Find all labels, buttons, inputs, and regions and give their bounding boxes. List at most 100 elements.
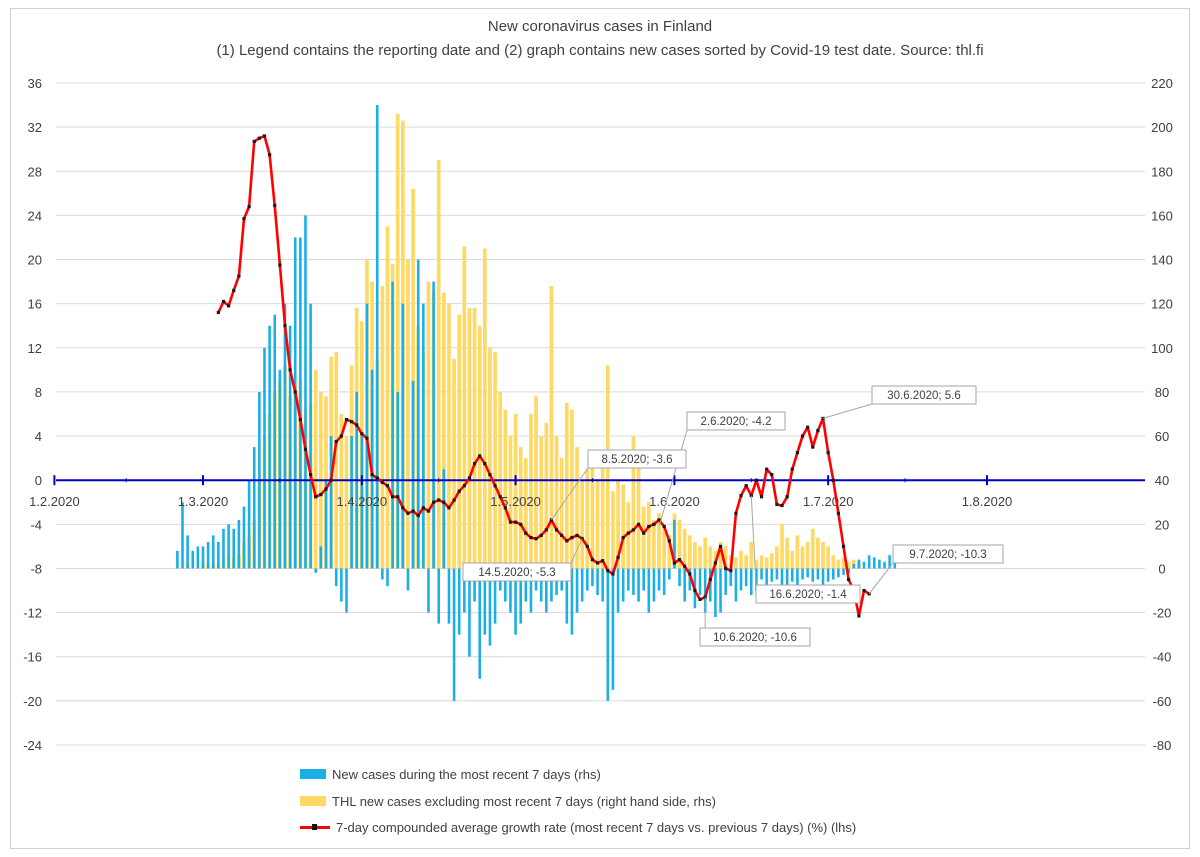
growth-marker: [513, 520, 518, 524]
bar-recent: [719, 568, 722, 613]
growth-marker: [780, 503, 784, 508]
bar-thl: [723, 546, 728, 569]
bar-recent: [427, 568, 430, 613]
bar-recent: [509, 568, 512, 613]
bar-thl: [580, 480, 585, 569]
bar-recent: [862, 561, 866, 569]
bar-recent: [816, 568, 820, 580]
right-axis-tick-label: 80: [1155, 385, 1169, 400]
growth-marker: [606, 569, 610, 573]
bar-recent: [785, 568, 789, 591]
bar-recent: [550, 568, 553, 602]
annotation-box: [462, 562, 572, 582]
bar-thl: [539, 436, 544, 569]
bar-thl: [708, 546, 713, 569]
bar-recent: [673, 519, 676, 569]
left-axis-tick-label: 28: [28, 164, 42, 179]
bar-recent: [473, 568, 476, 602]
growth-marker: [365, 436, 369, 440]
right-axis-tick-label: 60: [1155, 429, 1169, 444]
bar-thl: [805, 541, 810, 569]
right-axis-tick-label: 40: [1155, 473, 1169, 488]
bar-recent: [350, 436, 353, 569]
bar-recent: [642, 568, 645, 591]
bar-thl: [626, 502, 631, 569]
bar-thl: [518, 447, 523, 569]
growth-marker: [411, 509, 415, 513]
bar-thl: [621, 484, 626, 569]
bar-thl: [841, 557, 846, 569]
bar-recent: [878, 559, 881, 569]
bar-recent: [744, 568, 748, 587]
bar-thl: [575, 447, 579, 569]
growth-marker: [355, 423, 359, 427]
growth-marker: [836, 511, 840, 515]
bar-recent: [227, 524, 230, 569]
growth-marker: [544, 528, 548, 532]
bar-thl: [441, 292, 446, 569]
growth-marker: [775, 502, 779, 507]
left-axis-tick-label: -4: [30, 517, 42, 532]
bar-recent: [770, 568, 774, 582]
bar-recent: [483, 568, 487, 635]
bar-recent: [452, 568, 456, 701]
growth-marker: [770, 473, 774, 477]
bar-recent: [796, 568, 799, 587]
growth-marker: [406, 511, 410, 515]
left-axis-tick-label: 24: [28, 208, 42, 223]
growth-marker: [396, 495, 400, 499]
left-axis-tick-label: 16: [28, 297, 42, 312]
right-axis-tick-label: 140: [1151, 253, 1173, 268]
left-axis-tick-label: 12: [28, 341, 42, 356]
growth-marker: [360, 432, 364, 436]
left-axis-tick-label: -12: [23, 606, 42, 621]
bar-thl: [585, 469, 590, 569]
bar-recent: [709, 568, 712, 602]
growth-marker: [790, 467, 794, 471]
bar-thl: [646, 502, 651, 569]
growth-marker: [519, 522, 523, 526]
bar-thl: [493, 352, 497, 569]
annotation-box: [755, 584, 861, 604]
bar-thl: [406, 259, 410, 569]
bar-thl: [477, 325, 482, 569]
left-axis-tick-label: 32: [28, 120, 42, 135]
bar-recent: [780, 568, 784, 587]
growth-marker: [472, 462, 477, 466]
growth-marker: [503, 506, 507, 510]
right-axis-tick-label: 180: [1151, 164, 1173, 179]
right-axis-tick-label: 100: [1151, 341, 1173, 356]
bar-recent: [555, 568, 558, 595]
bar-thl: [523, 458, 528, 569]
bar-thl: [693, 541, 697, 569]
bar-thl: [749, 541, 754, 569]
bar-recent: [714, 568, 717, 618]
chart-title: New coronavirus cases in Finland: [487, 18, 713, 35]
bar-thl: [595, 480, 600, 569]
growth-marker: [252, 139, 256, 144]
bar-thl: [534, 396, 538, 569]
bar-thl: [754, 559, 759, 569]
legend-item-recent: New cases during the most recent 7 days …: [300, 764, 601, 784]
bar-recent: [386, 568, 389, 587]
growth-marker: [493, 484, 497, 488]
annotation-label: 14.5.2020; -5.3: [478, 567, 555, 579]
growth-marker: [539, 533, 543, 537]
growth-marker: [416, 513, 420, 518]
growth-marker: [601, 559, 605, 563]
bar-recent: [657, 568, 661, 591]
bar-thl: [821, 541, 825, 569]
bar-recent: [662, 568, 666, 595]
legend-label-growth: 7-day compounded average growth rate (mo…: [336, 819, 857, 835]
growth-marker: [390, 495, 395, 499]
bar-recent: [529, 568, 533, 613]
annotation-leader: [822, 403, 873, 419]
bar-thl: [339, 414, 344, 569]
bar-thl: [334, 352, 339, 569]
bar-thl: [652, 519, 656, 569]
growth-marker: [688, 572, 692, 576]
growth-marker: [452, 498, 456, 502]
bar-thl: [785, 537, 790, 569]
bar-recent: [211, 535, 215, 569]
growth-marker: [237, 274, 241, 278]
